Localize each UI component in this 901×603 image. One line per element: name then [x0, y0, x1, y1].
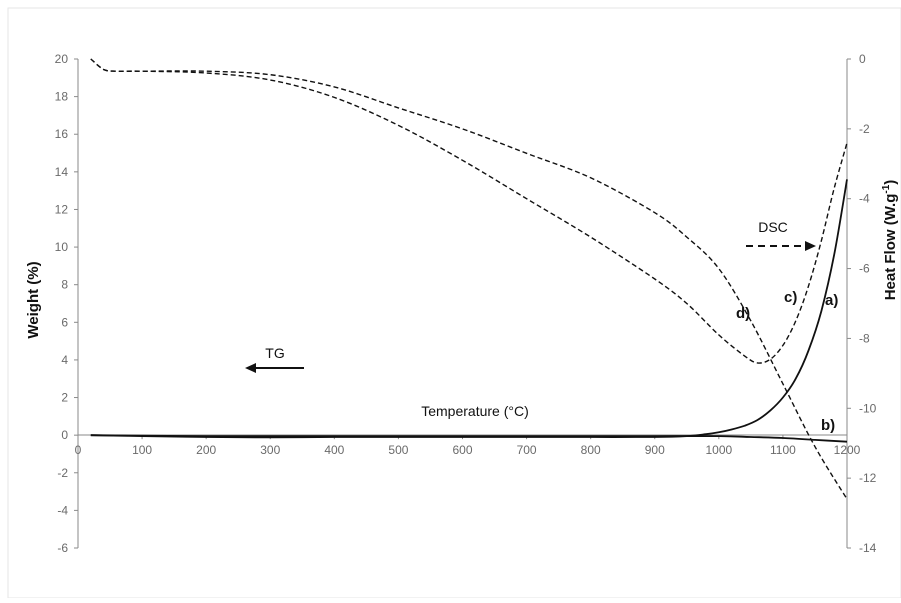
y-left-tick-label: 18 — [55, 90, 69, 104]
x-tick-label: 100 — [132, 443, 152, 457]
x-axis-title: Temperature (°C) — [421, 403, 529, 419]
y-axis-right-title-main: Heat Flow (W.g — [882, 194, 899, 301]
y-right-tick-label: -2 — [859, 122, 870, 136]
tick-group: 0 100 200 300 400 500 600 700 800 900 1000 1100 1200… — [55, 52, 877, 555]
y-axis-right-title: Heat Flow (W.g-1) — [881, 180, 899, 301]
series-line-d — [90, 58, 848, 500]
x-tick-label: 1200 — [834, 443, 861, 457]
y-right-tick-label: -10 — [859, 401, 877, 415]
y-left-tick-label: 12 — [55, 202, 69, 216]
x-tick-label: 200 — [196, 443, 216, 457]
y-left-tick-label: 20 — [55, 52, 69, 66]
y-left-tick-label: -6 — [57, 541, 68, 555]
x-tick-label: 700 — [517, 443, 537, 457]
series-line-b — [90, 434, 848, 443]
x-tick-label: 300 — [260, 443, 280, 457]
x-tick-label: 900 — [645, 443, 665, 457]
x-tick-label: 400 — [324, 443, 344, 457]
curve-label-b: b) — [821, 417, 835, 434]
x-tick-label: 1000 — [705, 443, 732, 457]
y-right-tick-label: 0 — [859, 52, 866, 66]
dsc-arrow-head — [805, 241, 816, 251]
tg-arrow-head — [245, 363, 256, 373]
y-left-tick-label: 0 — [61, 428, 68, 442]
y-left-tick-label: 8 — [61, 278, 68, 292]
x-tick-label: 0 — [75, 443, 82, 457]
y-left-tick-label: 16 — [55, 127, 69, 141]
y-axis-right-title-close: ) — [882, 180, 899, 185]
series-group — [90, 58, 848, 500]
curve-label-d: d) — [736, 305, 750, 322]
y-right-tick-label: -4 — [859, 192, 870, 206]
dsc-label: DSC — [758, 219, 788, 235]
y-left-tick-label: -4 — [57, 503, 68, 517]
y-left-tick-label: 10 — [55, 240, 69, 254]
x-tick-label: 500 — [388, 443, 408, 457]
series-line-c — [90, 58, 848, 364]
y-right-tick-label: -6 — [859, 262, 870, 276]
y-right-tick-label: -14 — [859, 541, 877, 555]
y-left-tick-label: 4 — [61, 353, 68, 367]
tg-label: TG — [265, 345, 284, 361]
series-line-a — [90, 179, 848, 439]
y-right-tick-label: -12 — [859, 471, 877, 485]
curve-label-c: c) — [784, 289, 797, 306]
y-left-tick-label: -2 — [57, 466, 68, 480]
x-tick-label: 1100 — [770, 443, 796, 457]
y-left-tick-label: 2 — [61, 391, 68, 405]
y-right-tick-label: -8 — [859, 331, 870, 345]
curve-label-a: a) — [825, 292, 838, 309]
y-axis-left-title: Weight (%) — [25, 261, 42, 338]
x-tick-label: 600 — [452, 443, 472, 457]
y-left-tick-label: 6 — [61, 315, 68, 329]
y-left-tick-label: 14 — [55, 165, 69, 179]
y-axis-right-title-sup: -1 — [881, 184, 892, 193]
x-tick-label: 800 — [581, 443, 601, 457]
